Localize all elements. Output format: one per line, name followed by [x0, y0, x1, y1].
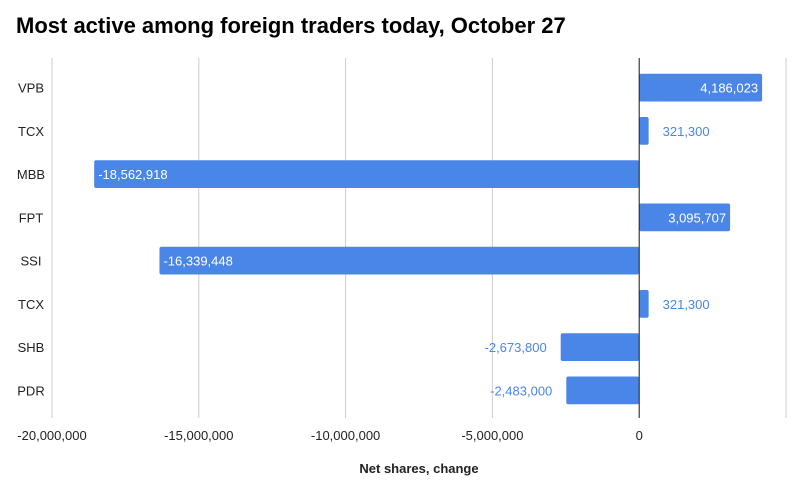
- data-label: -18,562,918: [98, 167, 167, 182]
- data-labels: 4,186,023 321,300 -18,562,918 3,095,707 -16,…: [98, 81, 758, 399]
- gridlines: [51, 58, 787, 418]
- bar-tcx: [639, 290, 649, 318]
- bar-pdr: [566, 376, 640, 405]
- bar-fpt: [639, 203, 731, 232]
- x-axis-title: Net shares, change: [359, 461, 478, 476]
- bar-vpb: [639, 73, 763, 102]
- category-label: FPT: [19, 210, 44, 225]
- x-tick-label: -15,000,000: [164, 428, 233, 443]
- category-label: SSI: [21, 254, 42, 269]
- bar-tcx: [639, 117, 649, 145]
- data-label: 321,300: [663, 124, 710, 139]
- category-label: TCX: [18, 124, 44, 139]
- bar-ssi: [159, 246, 640, 275]
- bars: [94, 73, 763, 405]
- x-tick-label: -10,000,000: [311, 428, 380, 443]
- x-tick-label: 0: [636, 428, 643, 443]
- data-label: -16,339,448: [163, 254, 232, 269]
- bar-shb: [560, 333, 640, 361]
- bar-mbb: [94, 160, 640, 188]
- data-label: -2,673,800: [485, 340, 547, 355]
- data-label: 321,300: [663, 297, 710, 312]
- chart-title: Most active among foreign traders today,…: [16, 13, 566, 38]
- data-label: 4,186,023: [700, 81, 758, 96]
- x-tick-label: -5,000,000: [461, 428, 523, 443]
- category-label: SHB: [18, 340, 45, 355]
- x-tick-labels: -20,000,000 -15,000,000 -10,000,000 -5,000,…: [17, 428, 643, 443]
- category-label: VPB: [18, 81, 44, 96]
- data-label: 3,095,707: [668, 210, 726, 225]
- data-label: -2,483,000: [490, 383, 552, 398]
- x-tick-label: -20,000,000: [17, 428, 86, 443]
- category-label: MBB: [17, 167, 45, 182]
- category-label: TCX: [18, 297, 44, 312]
- category-label: PDR: [17, 383, 44, 398]
- category-labels: VPB TCX MBB FPT SSI TCX SHB PDR: [17, 81, 45, 399]
